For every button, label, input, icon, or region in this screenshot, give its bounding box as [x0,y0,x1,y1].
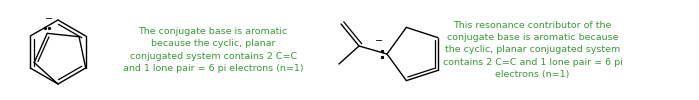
Text: The conjugate base is aromatic
because the cyclic, planar
conjugated system cont: The conjugate base is aromatic because t… [123,27,303,73]
Text: −: − [375,36,383,46]
Text: −: − [45,14,53,24]
Text: This resonance contributor of the
conjugate base is aromatic because
the cyclic,: This resonance contributor of the conjug… [442,21,623,79]
